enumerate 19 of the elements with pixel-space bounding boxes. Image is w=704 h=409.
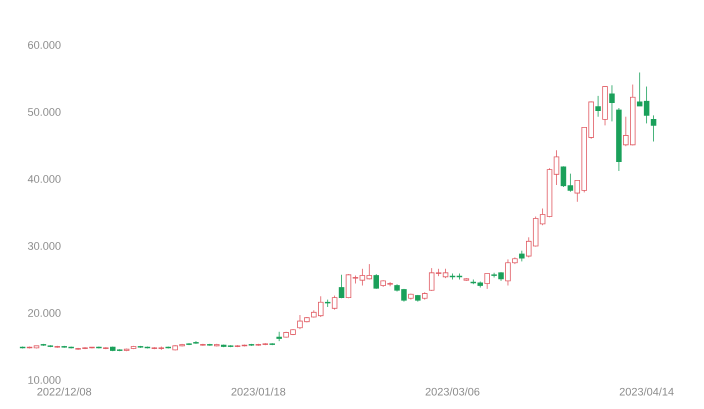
candlestick bbox=[373, 274, 379, 290]
candlestick bbox=[650, 114, 656, 142]
x-tick-label: 2023/04/14 bbox=[620, 388, 674, 396]
candlestick bbox=[484, 273, 490, 290]
y-tick-label: 60.000 bbox=[28, 41, 61, 49]
candlestick bbox=[519, 250, 525, 262]
y-tick-label: 40.000 bbox=[28, 175, 61, 183]
candlestick bbox=[609, 84, 615, 122]
candlestick bbox=[332, 295, 338, 310]
y-tick-label: 50.000 bbox=[28, 108, 61, 116]
y-tick-label: 30.000 bbox=[28, 242, 61, 250]
candlestick bbox=[338, 274, 344, 299]
candlestick bbox=[276, 331, 282, 342]
y-tick-label: 20.000 bbox=[28, 309, 61, 317]
x-tick-label: 2022/12/08 bbox=[37, 388, 92, 396]
x-tick-label: 2023/03/06 bbox=[426, 388, 480, 396]
x-tick-label: 2023/01/18 bbox=[231, 388, 286, 396]
candlestick bbox=[595, 96, 601, 118]
y-tick-label: 10.000 bbox=[28, 376, 61, 384]
